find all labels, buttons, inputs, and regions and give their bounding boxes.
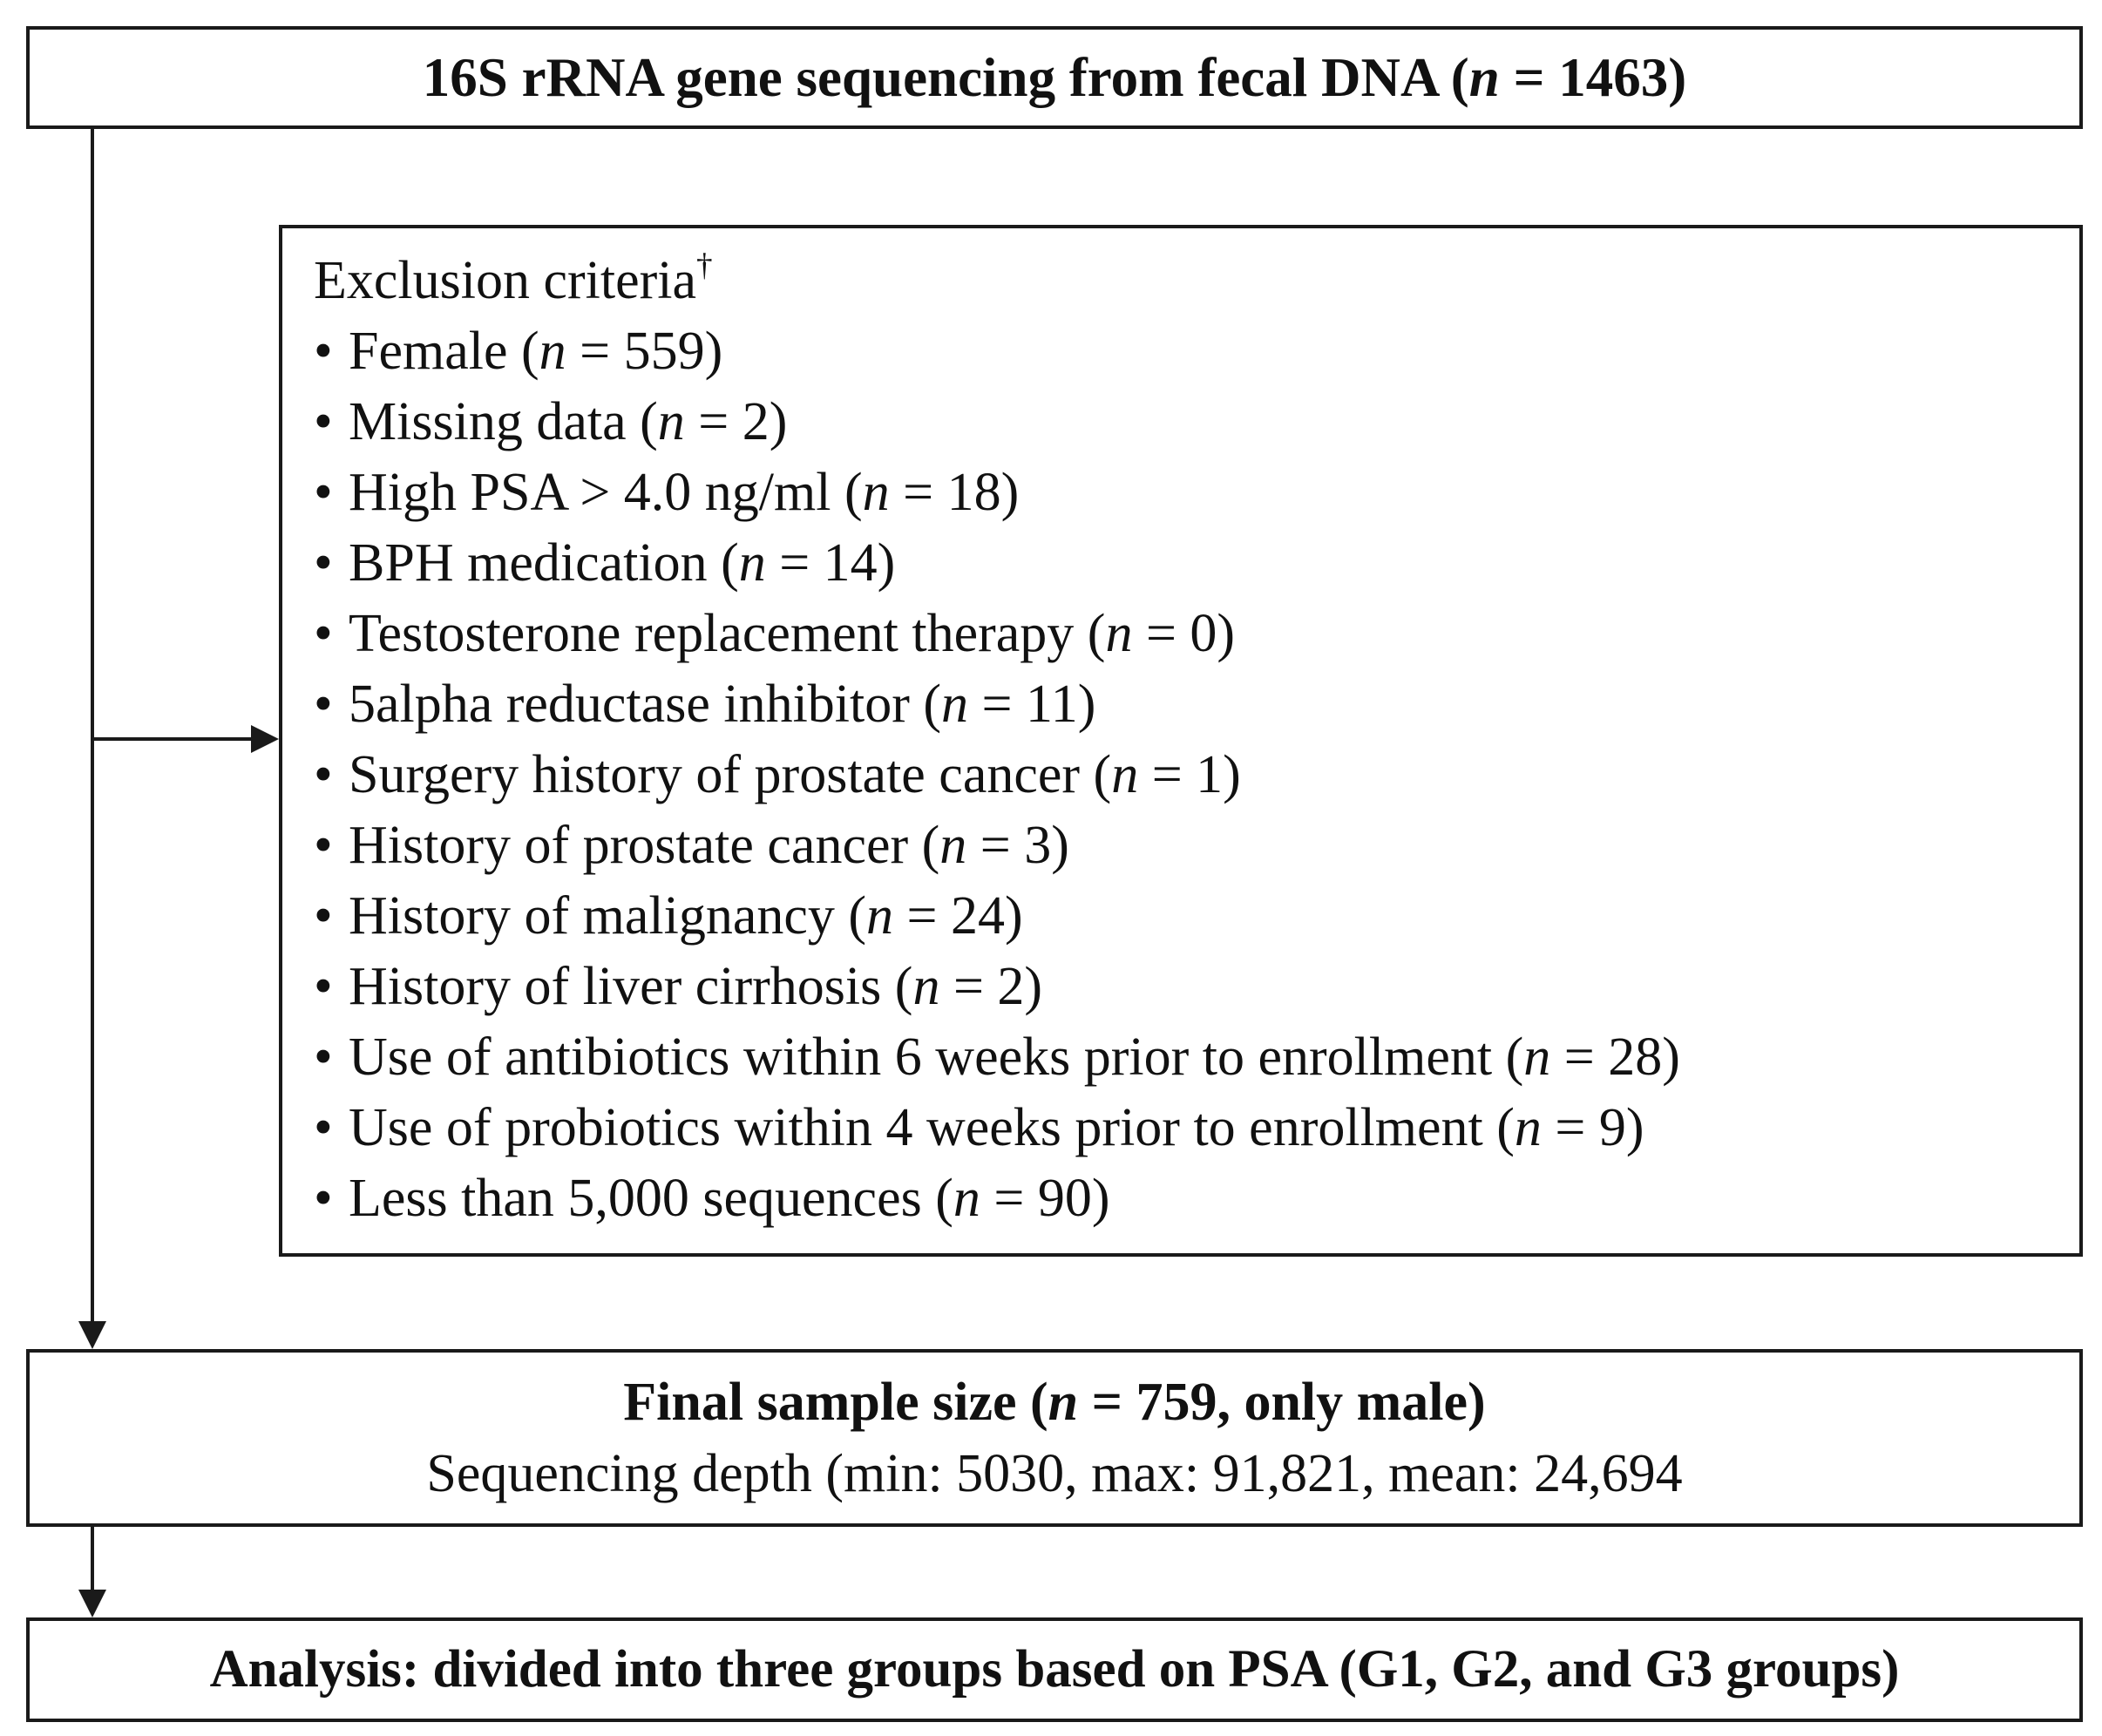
bullet-icon: • <box>314 1027 333 1087</box>
bullet-icon: • <box>314 745 333 804</box>
criterion-label: Less than 5,000 sequences ( <box>349 1169 953 1228</box>
criterion-n-symbol: n <box>941 675 969 734</box>
criterion-label: History of malignancy ( <box>349 886 867 946</box>
exclusion-criteria-list: • Female (n = 559) • Missing data (n = 2) • H… <box>314 316 2079 1234</box>
exclusion-criterion-item: • History of malignancy (n = 24) <box>314 881 2079 952</box>
criterion-label: Missing data ( <box>349 392 658 451</box>
criterion-count: = 90) <box>980 1169 1110 1228</box>
criterion-label: History of liver cirrhosis ( <box>349 957 913 1016</box>
criterion-label: 5alpha reductase inhibitor ( <box>349 675 942 734</box>
bullet-icon: • <box>314 322 333 381</box>
criterion-label: High PSA > 4.0 ng/ml ( <box>349 463 863 522</box>
bullet-icon: • <box>314 1169 333 1228</box>
bullet-icon: • <box>314 463 333 522</box>
final-sample-title: Final sample size (n = 759, only male) <box>623 1373 1486 1432</box>
criterion-label: Use of antibiotics within 6 weeks prior … <box>349 1027 1524 1087</box>
final-sample-box: Final sample size (n = 759, only male) S… <box>26 1349 2083 1527</box>
criterion-count: = 3) <box>966 816 1069 875</box>
criterion-n-symbol: n <box>1514 1098 1542 1157</box>
criterion-count: = 559) <box>566 322 723 381</box>
bullet-icon: • <box>314 957 333 1016</box>
bullet-icon: • <box>314 392 333 451</box>
criterion-label: History of prostate cancer ( <box>349 816 940 875</box>
exclusion-criterion-item: • Use of antibiotics within 6 weeks prior… <box>314 1022 2079 1093</box>
criterion-n-symbol: n <box>1105 604 1133 663</box>
analysis-box: Analysis: divided into three groups base… <box>26 1617 2083 1722</box>
bullet-icon: • <box>314 816 333 875</box>
criterion-n-symbol: n <box>539 322 566 381</box>
exclusion-criterion-item: • Less than 5,000 sequences (n = 90) <box>314 1163 2079 1234</box>
criterion-label: Female ( <box>349 322 539 381</box>
exclusion-criterion-item: • Surgery history of prostate cancer (n =… <box>314 740 2079 810</box>
exclusion-criterion-item: • High PSA > 4.0 ng/ml (n = 18) <box>314 458 2079 528</box>
criterion-n-symbol: n <box>862 463 890 522</box>
criterion-count: = 14) <box>765 533 896 593</box>
criterion-count: = 0) <box>1132 604 1236 663</box>
criterion-label: Testosterone replacement therapy ( <box>349 604 1106 663</box>
exclusion-criterion-item: • 5alpha reductase inhibitor (n = 11) <box>314 669 2079 740</box>
criterion-count: = 2) <box>939 957 1043 1016</box>
exclusion-criterion-item: • History of liver cirrhosis (n = 2) <box>314 952 2079 1022</box>
sequencing-source-box: 16S rRNA gene sequencing from fecal DNA … <box>26 26 2083 129</box>
criterion-count: = 18) <box>889 463 1020 522</box>
bullet-icon: • <box>314 675 333 734</box>
sequencing-source-text: 16S rRNA gene sequencing from fecal DNA … <box>422 46 1687 108</box>
criterion-count: = 2) <box>684 392 788 451</box>
exclusion-criterion-item: • Missing data (n = 2) <box>314 387 2079 458</box>
analysis-text: Analysis: divided into three groups base… <box>209 1640 1900 1699</box>
criterion-n-symbol: n <box>1523 1027 1551 1087</box>
criterion-count: = 28) <box>1550 1027 1680 1087</box>
exclusion-criterion-item: • History of prostate cancer (n = 3) <box>314 810 2079 881</box>
exclusion-criterion-item: • Testosterone replacement therapy (n = 0… <box>314 599 2079 669</box>
criterion-n-symbol: n <box>912 957 940 1016</box>
criterion-n-symbol: n <box>866 886 894 946</box>
criterion-count: = 11) <box>968 675 1096 734</box>
criterion-n-symbol: n <box>939 816 967 875</box>
criterion-count: = 1) <box>1138 745 1241 804</box>
criterion-n-symbol: n <box>953 1169 980 1228</box>
criterion-n-symbol: n <box>657 392 685 451</box>
bullet-icon: • <box>314 533 333 593</box>
sequencing-depth-text: Sequencing depth (min: 5030, max: 91,821… <box>426 1444 1683 1503</box>
criterion-n-symbol: n <box>1111 745 1139 804</box>
exclusion-criteria-box: Exclusion criteria† • Female (n = 559) • Mi… <box>279 225 2083 1257</box>
criterion-label: Surgery history of prostate cancer ( <box>349 745 1112 804</box>
criterion-n-symbol: n <box>738 533 766 593</box>
exclusion-criteria-title: Exclusion criteria† <box>314 247 713 310</box>
exclusion-criterion-item: • Use of probiotics within 4 weeks prior … <box>314 1093 2079 1163</box>
criterion-label: BPH medication ( <box>349 533 739 593</box>
exclusion-criterion-item: • Female (n = 559) <box>314 316 2079 387</box>
bullet-icon: • <box>314 1098 333 1157</box>
criterion-count: = 24) <box>893 886 1023 946</box>
bullet-icon: • <box>314 604 333 663</box>
criterion-count: = 9) <box>1541 1098 1644 1157</box>
exclusion-criterion-item: • BPH medication (n = 14) <box>314 528 2079 599</box>
criterion-label: Use of probiotics within 4 weeks prior t… <box>349 1098 1515 1157</box>
bullet-icon: • <box>314 886 333 946</box>
